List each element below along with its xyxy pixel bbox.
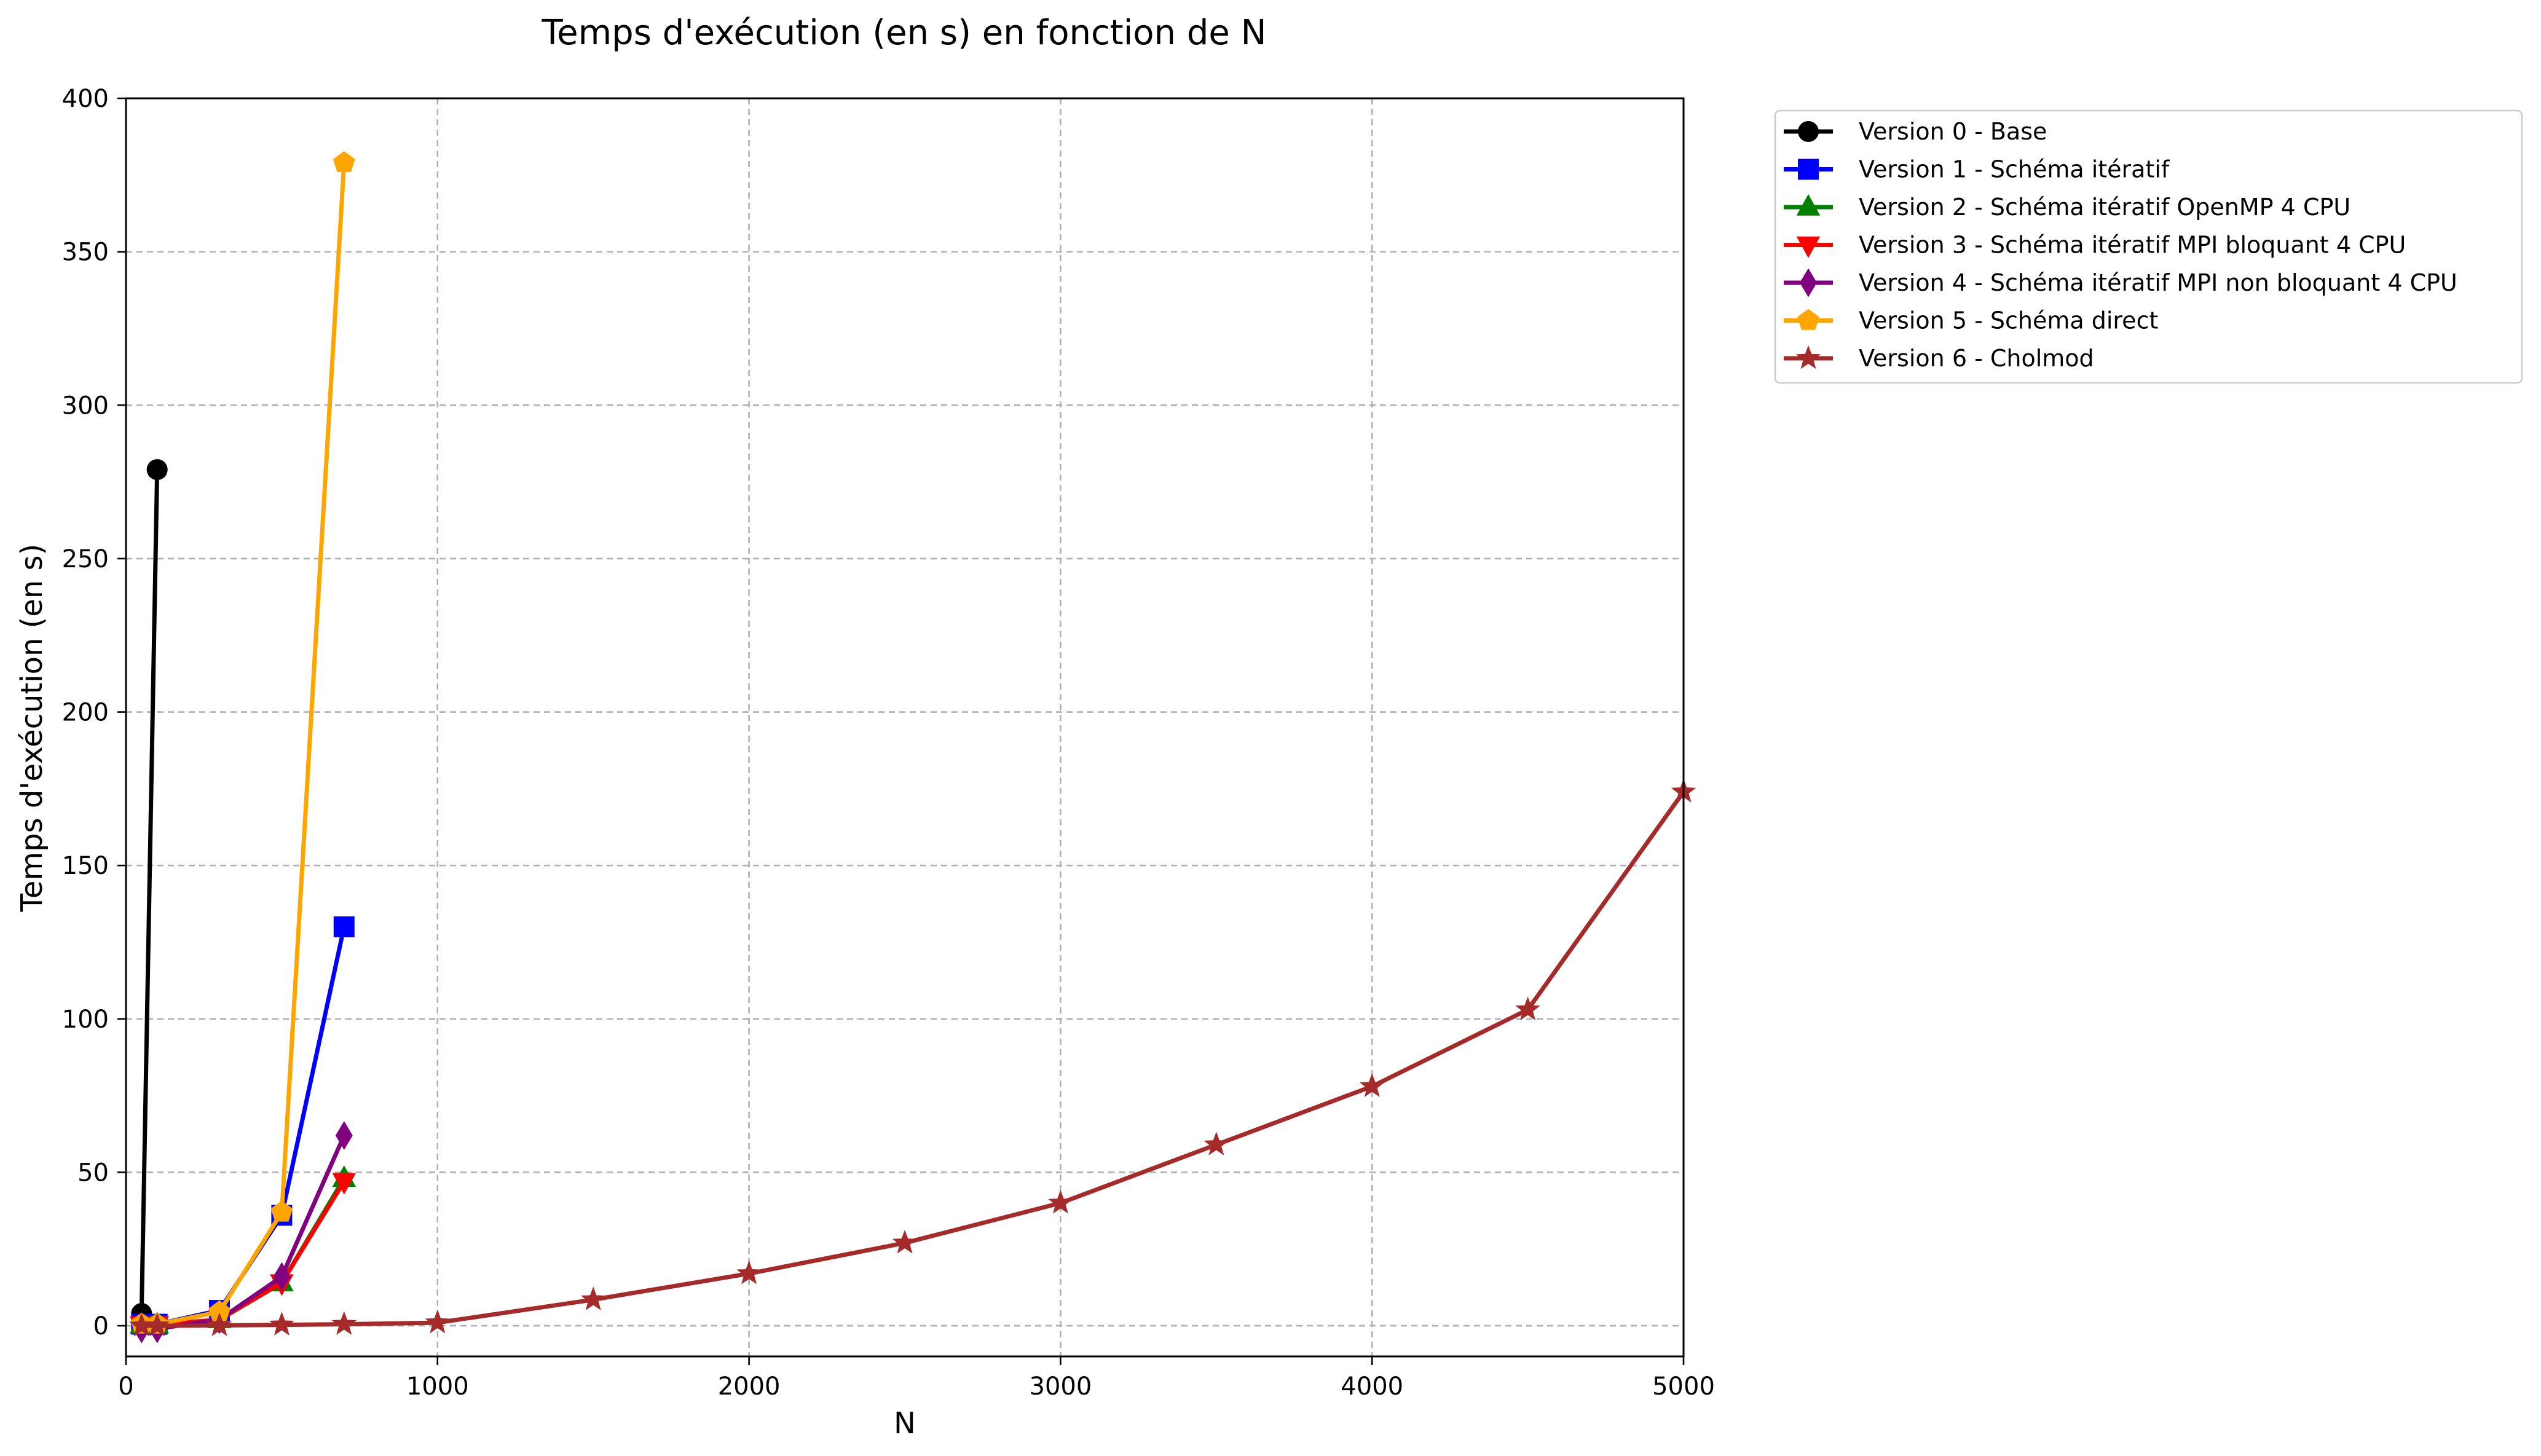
series-5	[130, 151, 355, 1334]
legend-label: Version 2 - Schéma itératif OpenMP 4 CPU	[1859, 194, 2350, 221]
legend-item: Version 3 - Schéma itératif MPI bloquant…	[1784, 232, 2406, 259]
data-point	[269, 1312, 294, 1336]
legend-label: Version 0 - Base	[1859, 118, 2047, 145]
legend-label: Version 5 - Schéma direct	[1859, 307, 2158, 334]
grid	[126, 98, 1684, 1356]
x-tick-label: 3000	[1030, 1372, 1092, 1401]
legend-marker	[1795, 345, 1821, 369]
legend-marker	[1798, 159, 1819, 180]
chart-title: Temps d'exécution (en s) en fonction de …	[541, 13, 1266, 53]
legend-marker	[1797, 309, 1819, 330]
data-point	[333, 916, 355, 938]
legend-frame	[1774, 109, 2523, 384]
data-point	[270, 1200, 293, 1222]
y-tick-label: 400	[62, 85, 109, 113]
data-point	[335, 1120, 353, 1151]
y-tick-label: 350	[62, 238, 109, 267]
y-tick-label: 200	[62, 699, 109, 727]
axis-ticks: 0 1000 2000 3000 4000 5000 0 50 100 150 200 250 300 3…	[62, 85, 1715, 1401]
series-3	[130, 1173, 357, 1338]
legend-label: Version 1 - Schéma itératif	[1859, 156, 2170, 183]
legend-marker	[1798, 121, 1819, 142]
series-line	[139, 789, 1686, 1328]
data-point	[1048, 1190, 1073, 1214]
legend-label: Version 6 - Cholmod	[1859, 345, 2094, 372]
legend-marker	[1796, 236, 1821, 258]
data-point	[736, 1260, 762, 1285]
series-0	[131, 459, 168, 1324]
legend-marker	[1800, 268, 1817, 297]
y-tick-label: 0	[93, 1312, 109, 1340]
x-axis-label: N	[894, 1406, 916, 1441]
series-line	[139, 467, 160, 1316]
legend-label: Version 4 - Schéma itératif MPI non bloq…	[1859, 269, 2457, 296]
data-point	[1204, 1131, 1229, 1155]
series-line	[139, 924, 347, 1327]
y-tick-label: 50	[77, 1159, 109, 1187]
legend-item: Version 4 - Schéma itératif MPI non bloq…	[1784, 268, 2457, 297]
data-point	[580, 1286, 606, 1310]
legend-item: Version 1 - Schéma itératif	[1784, 156, 2170, 183]
data-point	[333, 151, 355, 173]
legend: Version 0 - Base Version 1 - Schéma itéra…	[1774, 109, 2523, 384]
legend-item: Version 5 - Schéma direct	[1784, 307, 2158, 334]
legend-marker	[1796, 194, 1821, 216]
plot-frame	[125, 97, 1685, 1358]
y-tick-label: 250	[62, 545, 109, 573]
plot-series	[129, 151, 1696, 1344]
x-tick-label: 1000	[406, 1372, 469, 1401]
data-point	[207, 1312, 232, 1336]
x-tick-label: 0	[118, 1372, 133, 1401]
series-4	[133, 1120, 353, 1344]
x-tick-label: 2000	[718, 1372, 781, 1401]
x-tick-label: 4000	[1341, 1372, 1403, 1401]
data-point	[331, 1311, 357, 1335]
x-tick-label: 5000	[1652, 1372, 1715, 1401]
data-point	[425, 1309, 451, 1334]
data-point	[892, 1230, 918, 1254]
data-point	[1515, 996, 1540, 1021]
data-point	[273, 1262, 291, 1291]
legend-item: Version 6 - Cholmod	[1784, 345, 2094, 372]
y-axis-label: Temps d'exécution (en s)	[15, 544, 49, 913]
y-tick-label: 150	[62, 852, 109, 880]
series-6	[129, 779, 1696, 1337]
legend-label: Version 3 - Schéma itératif MPI bloquant…	[1859, 232, 2406, 259]
legend-item: Version 0 - Base	[1784, 118, 2047, 145]
y-tick-label: 300	[62, 392, 109, 420]
data-point	[146, 459, 168, 481]
legend-item: Version 2 - Schéma itératif OpenMP 4 CPU	[1784, 194, 2350, 221]
data-point	[144, 1312, 170, 1337]
y-tick-label: 100	[62, 1005, 109, 1034]
data-point	[1359, 1073, 1385, 1097]
series-line	[139, 160, 347, 1327]
data-point	[332, 1173, 357, 1195]
